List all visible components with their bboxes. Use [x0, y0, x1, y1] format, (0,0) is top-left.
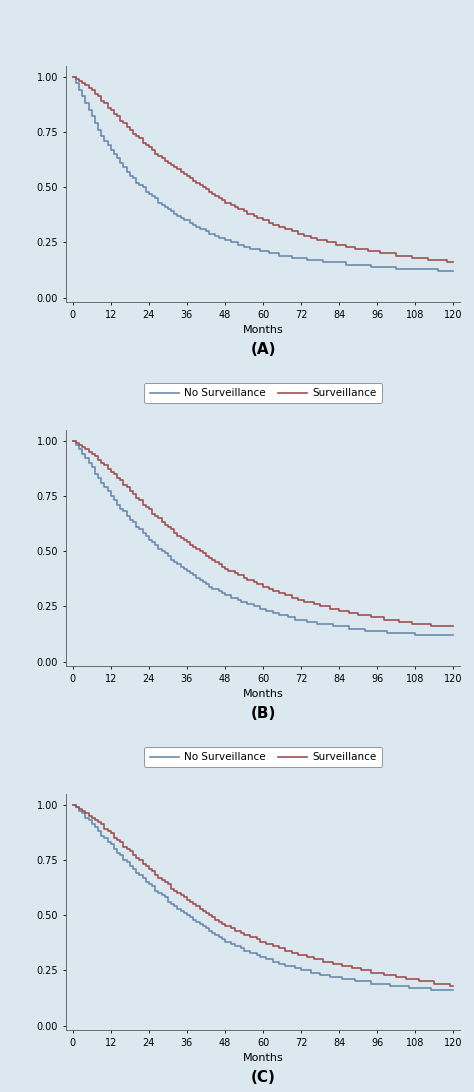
Legend: No Surveillance, Surveillance: No Surveillance, Surveillance — [144, 747, 382, 768]
X-axis label: Months: Months — [243, 324, 283, 334]
Text: (B): (B) — [250, 705, 276, 721]
X-axis label: Months: Months — [243, 689, 283, 699]
Text: (C): (C) — [251, 1070, 275, 1084]
Text: (A): (A) — [250, 342, 276, 357]
X-axis label: Months: Months — [243, 1053, 283, 1063]
Legend: No Surveillance, Surveillance: No Surveillance, Surveillance — [144, 383, 382, 403]
